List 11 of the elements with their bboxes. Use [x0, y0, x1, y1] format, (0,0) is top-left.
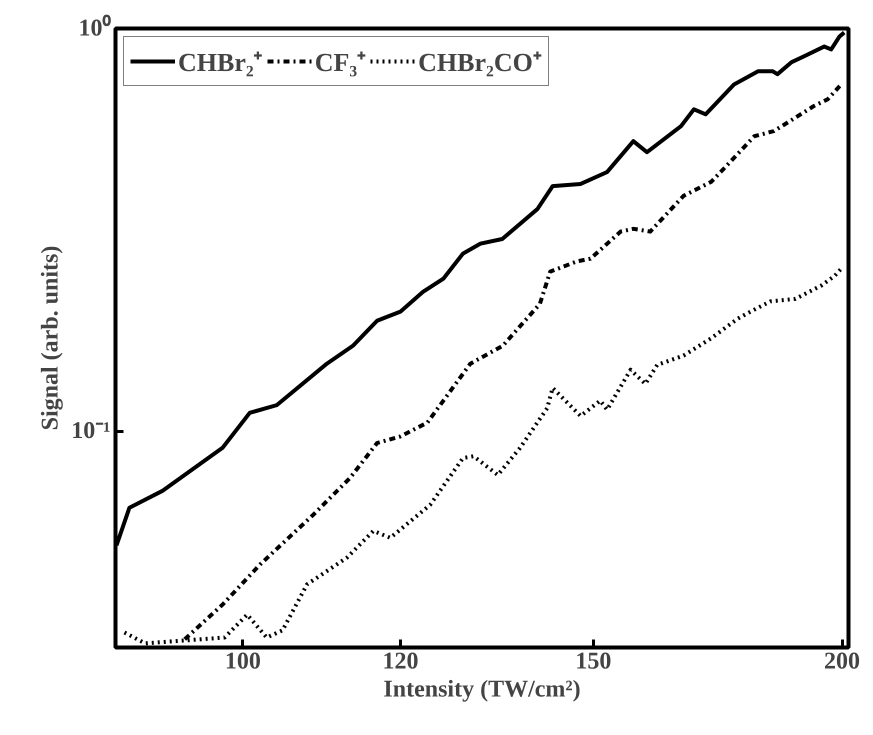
legend-label: CF₃⁺ — [314, 47, 366, 79]
y-axis-title: Signal (arb. units) — [37, 246, 64, 430]
legend-label: CHBr₂CO⁺ — [418, 47, 542, 79]
y-tick-label: 10⁰ — [78, 14, 112, 42]
x-axis-title: Intensity (TW/cm²) — [383, 676, 581, 702]
legend-label: CHBr₂⁺ — [178, 47, 263, 79]
y-tick-label: 10⁻¹ — [71, 418, 111, 444]
x-tick-label: 100 — [224, 648, 261, 674]
x-tick-label: 150 — [575, 648, 612, 674]
x-tick-label: 200 — [824, 648, 860, 674]
x-tick-label: 120 — [382, 648, 418, 674]
